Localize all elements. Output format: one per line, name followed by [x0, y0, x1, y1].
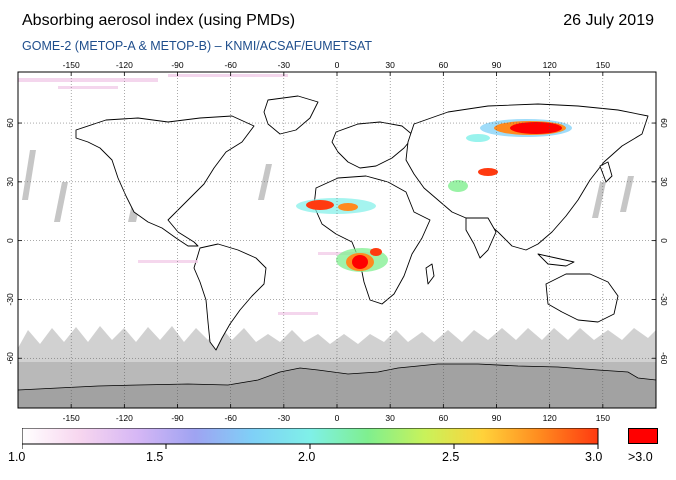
lon-label-bottom: 0: [335, 413, 340, 423]
lat-label-right: 0: [659, 238, 669, 243]
asia: [405, 103, 649, 251]
north-america: [75, 115, 255, 247]
japan: [599, 161, 613, 183]
graticule: [18, 72, 656, 408]
lat-label-right: -30: [659, 293, 669, 306]
lon-label-top: -60: [225, 60, 238, 70]
lat-label-left: 30: [5, 177, 15, 187]
aerosol-plume-siberia: [466, 119, 572, 176]
map-title: Absorbing aerosol index (using PMDs): [22, 12, 296, 29]
lon-label-bottom: 150: [596, 413, 610, 423]
axis-labels: -150 -150 -120 -120 -90 -90 -60 -60 -30 -30 0 0 30 30…: [5, 60, 669, 423]
lon-label-bottom: 120: [543, 413, 557, 423]
colorbar-tick-label: 2.5: [442, 450, 460, 464]
map-date: 26 July 2019: [563, 12, 654, 29]
madagascar: [425, 263, 435, 285]
lon-label-top: 120: [543, 60, 557, 70]
colorbar-tick-label: 1.0: [8, 450, 26, 464]
colorbar-tick-label: 2.0: [298, 450, 316, 464]
lon-label-top: 90: [492, 60, 502, 70]
india: [465, 217, 497, 259]
lon-label-bottom: -30: [278, 413, 291, 423]
colorbar-over-label: >3.0: [628, 450, 653, 464]
map-canvas: -150 -150 -120 -120 -90 -90 -60 -60 -30 -30 0 0 30 30…: [5, 60, 669, 423]
lon-label-bottom: -120: [116, 413, 133, 423]
australia: [545, 273, 619, 323]
aerosol-plume-sahara: [296, 180, 468, 214]
colorbar-tick-label: 3.0: [585, 450, 603, 464]
lat-label-left: -30: [5, 293, 15, 306]
lat-label-right: 30: [659, 177, 669, 187]
lon-label-top: 60: [439, 60, 449, 70]
europe: [331, 121, 415, 169]
south-america: [193, 243, 267, 351]
colorbar: [21, 427, 600, 455]
lon-label-bottom: 30: [385, 413, 395, 423]
aerosol-plume-central-africa: [336, 248, 388, 272]
lon-label-top: 0: [335, 60, 340, 70]
lon-label-top: -90: [171, 60, 184, 70]
lon-label-bottom: -150: [63, 413, 80, 423]
colorbar-over-swatch: [628, 428, 658, 444]
lon-label-top: 30: [385, 60, 395, 70]
continents: [75, 95, 649, 351]
lat-label-right: -60: [659, 352, 669, 365]
lon-label-bottom: 60: [439, 413, 449, 423]
colorbar-canvas: [21, 427, 599, 449]
lon-label-bottom: -90: [171, 413, 184, 423]
lat-label-right: 60: [659, 118, 669, 128]
colorbar-gradient: [21, 427, 599, 445]
lat-label-left: 60: [5, 118, 15, 128]
colorbar-ticks: [21, 444, 599, 449]
lat-label-left: -60: [5, 352, 15, 365]
lon-label-top: -150: [63, 60, 80, 70]
lon-label-top: -120: [116, 60, 133, 70]
world-map: -150 -150 -120 -120 -90 -90 -60 -60 -30 -30 0 0 30 30…: [5, 60, 669, 423]
lat-label-left: 0: [5, 238, 15, 243]
greenland: [263, 95, 319, 135]
lon-label-bottom: 90: [492, 413, 502, 423]
lon-label-top: 150: [596, 60, 610, 70]
lon-label-bottom: -60: [225, 413, 238, 423]
lon-label-top: -30: [278, 60, 291, 70]
colorbar-tick-label: 1.5: [146, 450, 164, 464]
map-subtitle: GOME-2 (METOP-A & METOP-B) – KNMI/ACSAF/…: [22, 39, 373, 53]
axis-ticks: [18, 72, 656, 408]
indonesia: [537, 253, 575, 267]
